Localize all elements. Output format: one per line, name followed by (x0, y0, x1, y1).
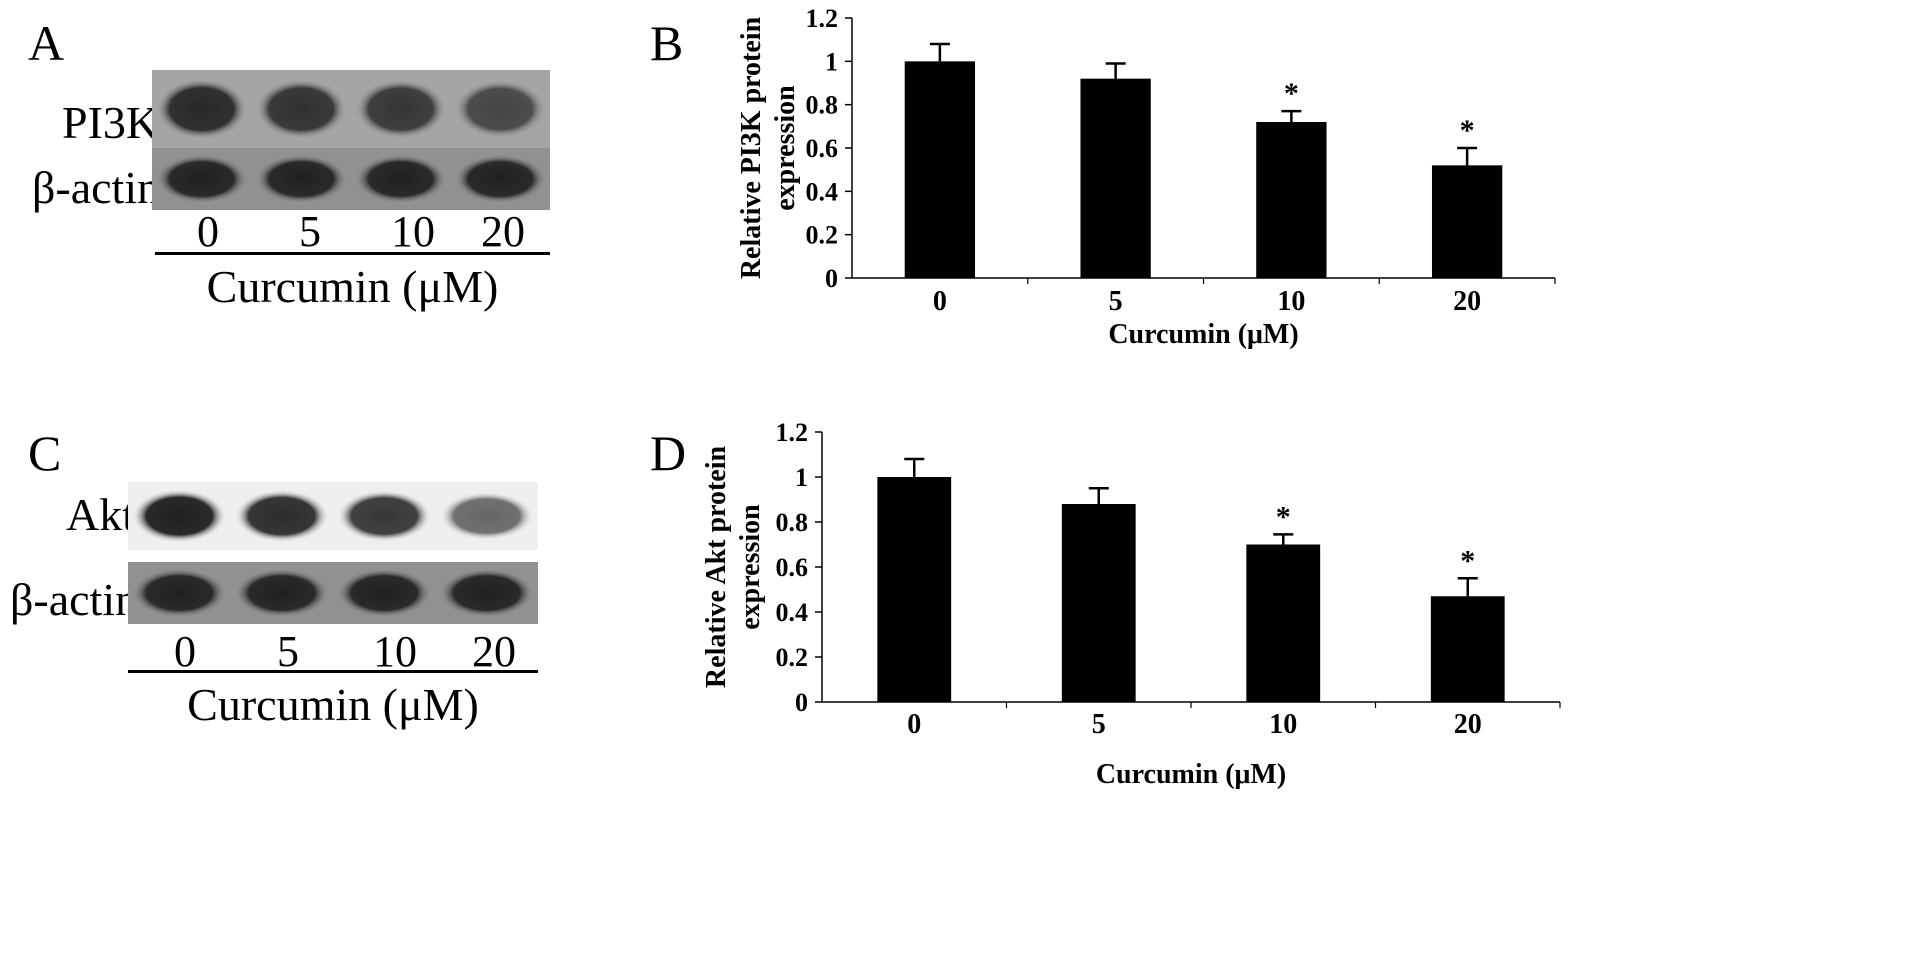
y-tick-label: 0.4 (776, 598, 809, 627)
x-axis-title: Curcumin (μM) (1096, 759, 1286, 790)
y-tick-label: 1 (825, 47, 838, 76)
blot-label-beta-actin-a: β-actin (32, 162, 161, 213)
blot-band-pi3k (152, 70, 550, 148)
blot-band-lane-0 (132, 489, 227, 543)
lane-label: 20 (481, 207, 525, 256)
significance-marker: * (1284, 77, 1299, 110)
blot-band-lane-0 (132, 568, 227, 618)
bar (1246, 544, 1321, 702)
blot-x-label: Curcumin (μM) (187, 679, 479, 730)
blot-band-lane-2 (337, 490, 432, 542)
blot-band-beta-actin-c (128, 562, 538, 624)
panel-letter-b: B (650, 15, 684, 71)
underline-rule (128, 670, 538, 673)
blot-band-beta-actin-a (152, 148, 550, 210)
y-axis-title: Relative Akt protein expression (701, 446, 766, 689)
underline-rule (155, 252, 550, 255)
blot-band-lane-1 (234, 489, 329, 543)
blot-band-lane-3 (454, 79, 547, 139)
chart-panel-b: 0 0.2 0.4 0.6 0.8 1 1.2 0 5 * 10 * 20 Curcumin (μM) Re… (736, 4, 1556, 350)
svg-text:expression: expression (735, 504, 766, 630)
x-tick-label: 10 (1277, 286, 1305, 317)
bar (1256, 122, 1327, 278)
x-tick-label: 10 (1269, 709, 1297, 740)
blot-band-lane-0 (155, 78, 248, 140)
blot-band-lane-3 (439, 491, 534, 541)
bar (877, 477, 952, 702)
blot-band-lane-1 (234, 568, 329, 618)
lane-label: 5 (277, 627, 299, 676)
lane-label: 5 (299, 207, 321, 256)
lane-label: 0 (197, 207, 219, 256)
lane-label: 0 (174, 627, 196, 676)
chart-panel-d: 0 0.2 0.4 0.6 0.8 1 1.2 0 5 * 10 * 20 Curcumin (μM) Re… (701, 418, 1561, 790)
y-tick-label: 0.2 (806, 221, 839, 250)
blot-label-akt: Akt (66, 489, 135, 540)
y-tick-label: 1 (795, 463, 808, 492)
y-tick-label: 0.8 (806, 91, 839, 120)
y-tick-label: 1.2 (776, 418, 809, 447)
blot-label-pi3k: PI3K (62, 97, 160, 148)
y-tick-label: 1.2 (806, 4, 839, 33)
x-tick-label: 20 (1453, 286, 1481, 317)
bar (1430, 596, 1505, 702)
blot-band-lane-1 (255, 154, 348, 204)
blot-band-lane-2 (337, 568, 432, 618)
y-tick-label: 0.8 (776, 508, 809, 537)
significance-marker: * (1460, 544, 1475, 577)
y-tick-label: 0 (825, 264, 838, 293)
panel-letter-d: D (650, 425, 687, 481)
lane-label: 10 (373, 627, 417, 676)
blot-band-lane-3 (454, 154, 547, 204)
blot-x-label: Curcumin (μM) (206, 261, 499, 312)
y-tick-label: 0.6 (806, 134, 839, 163)
significance-marker: * (1276, 500, 1291, 533)
svg-text:expression: expression (770, 85, 801, 211)
lane-label: 20 (472, 627, 516, 676)
bar (1061, 504, 1136, 702)
blot-label-beta-actin-c: β-actin (10, 574, 139, 625)
blot-band-lane-2 (354, 154, 447, 204)
blot-band-lane-3 (439, 568, 534, 618)
blot-band-akt (128, 482, 538, 550)
panel-letter-c: C (28, 425, 62, 481)
lane-label: 10 (391, 207, 435, 256)
x-tick-label: 20 (1454, 709, 1482, 740)
bar (1080, 78, 1151, 279)
x-axis-title: Curcumin (μM) (1108, 319, 1298, 350)
blot-band-lane-0 (155, 154, 248, 204)
y-tick-label: 0 (795, 688, 808, 717)
y-tick-label: 0.4 (806, 177, 839, 206)
svg-text:Relative Akt protein: Relative Akt protein (701, 446, 732, 689)
svg-text:Relative PI3K protein: Relative PI3K protein (736, 16, 767, 279)
y-tick-label: 0.2 (776, 643, 809, 672)
panel-letter-a: A (28, 15, 65, 71)
x-tick-label: 0 (933, 286, 947, 317)
x-tick-label: 0 (907, 709, 921, 740)
y-tick-label: 0.6 (776, 553, 809, 582)
x-tick-label: 5 (1109, 286, 1123, 317)
bar (904, 61, 976, 279)
blot-band-lane-2 (354, 79, 447, 139)
bar (1431, 165, 1503, 278)
significance-marker: * (1460, 114, 1475, 147)
x-tick-label: 5 (1092, 709, 1106, 740)
blot-band-lane-1 (255, 78, 348, 140)
y-axis-title: Relative PI3K protein expression (736, 16, 801, 279)
